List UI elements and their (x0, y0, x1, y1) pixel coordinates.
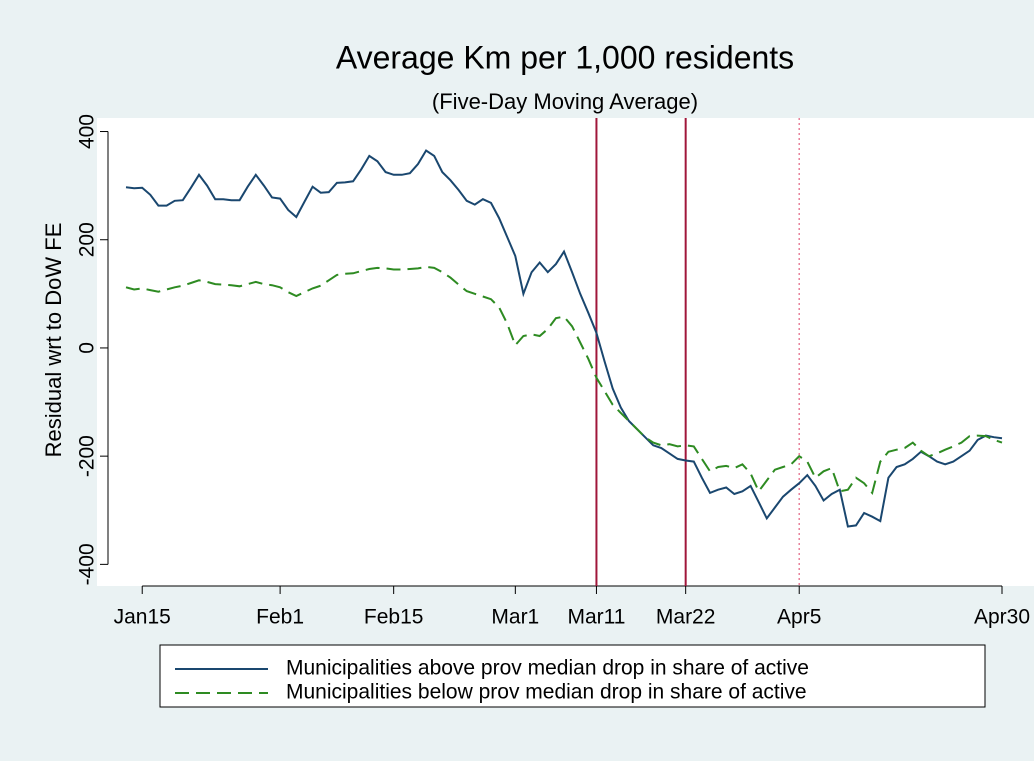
series-line (125, 265, 1003, 496)
plot-area (97, 118, 1034, 586)
x-tick-label: Feb15 (364, 606, 424, 629)
legend-label: Municipalities below prov median drop in… (286, 681, 807, 704)
chart-title: Average Km per 1,000 residents (336, 39, 794, 75)
y-tick-label: 400 (76, 114, 99, 149)
x-tick-label: Feb1 (256, 606, 304, 629)
legend-label: Municipalities above prov median drop in… (286, 657, 809, 680)
x-tick-label: Mar1 (491, 606, 539, 629)
y-axis-title: Residual wrt to DoW FE (41, 223, 66, 458)
chart-subtitle: (Five-Day Moving Average) (432, 89, 698, 114)
x-tick-label: Mar22 (656, 606, 716, 629)
y-tick-label: 0 (76, 342, 99, 354)
x-tick-label: Jan15 (114, 606, 171, 629)
legend (159, 644, 986, 708)
series-line (125, 149, 1003, 528)
y-tick-label: -200 (76, 435, 99, 477)
y-tick-label: 200 (76, 222, 99, 257)
x-tick-label: Apr5 (777, 606, 821, 629)
y-tick-label: -400 (76, 543, 99, 585)
x-tick-label: Mar11 (567, 606, 625, 629)
x-tick-label: Apr30 (974, 606, 1030, 629)
